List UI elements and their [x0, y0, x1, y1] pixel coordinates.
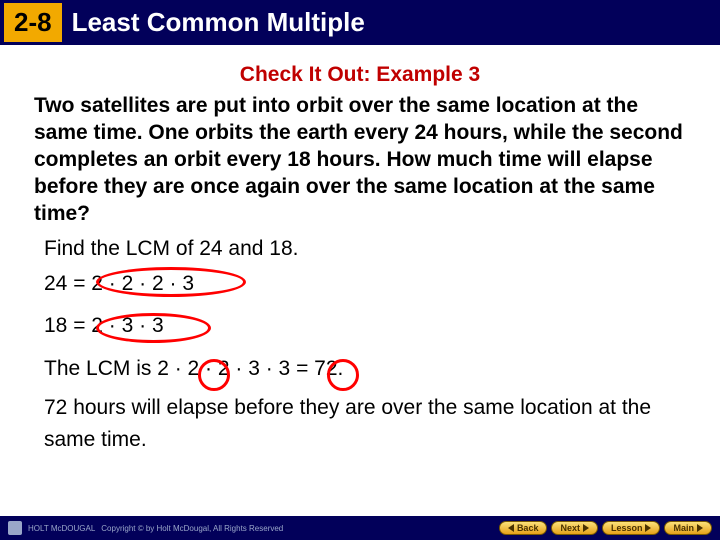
copyright: HOLT McDOUGAL Copyright © by Holt McDoug… — [8, 521, 283, 535]
header-title: Least Common Multiple — [72, 7, 365, 38]
main-button[interactable]: Main — [664, 521, 712, 535]
work-block: Find the LCM of 24 and 18. 24 = 2 · 2 · … — [44, 233, 686, 456]
slide-content: Check It Out: Example 3 Two satellites a… — [0, 45, 720, 457]
back-label: Back — [517, 523, 539, 533]
arrow-right-icon — [583, 524, 589, 532]
lesson-label: Lesson — [611, 523, 643, 533]
arrow-right-icon — [645, 524, 651, 532]
main-label: Main — [673, 523, 694, 533]
lesson-button[interactable]: Lesson — [602, 521, 661, 535]
nav-buttons: Back Next Lesson Main — [499, 521, 712, 535]
next-button[interactable]: Next — [551, 521, 598, 535]
next-label: Next — [560, 523, 580, 533]
work-line-3: 18 = 2 · 3 · 3 — [44, 310, 686, 343]
work-line-5: 72 hours will elapse before they are ove… — [44, 392, 686, 457]
work-line-2: 24 = 2 · 2 · 2 · 3 — [44, 268, 686, 301]
back-button[interactable]: Back — [499, 521, 548, 535]
arrow-right-icon — [697, 524, 703, 532]
brand-text: HOLT McDOUGAL — [28, 524, 95, 533]
arrow-left-icon — [508, 524, 514, 532]
example-subtitle: Check It Out: Example 3 — [34, 63, 686, 87]
problem-text: Two satellites are put into orbit over t… — [34, 93, 686, 227]
footer-bar: HOLT McDOUGAL Copyright © by Holt McDoug… — [0, 516, 720, 540]
header-bar: 2-8 Least Common Multiple — [0, 0, 720, 45]
lesson-number-badge: 2-8 — [4, 3, 62, 42]
publisher-logo-icon — [8, 521, 22, 535]
copyright-text: Copyright © by Holt McDougal, All Rights… — [101, 524, 283, 533]
work-line-1: Find the LCM of 24 and 18. — [44, 233, 686, 266]
work-line-4: The LCM is 2 · 2 · 2 · 3 · 3 = 72. — [44, 353, 686, 386]
